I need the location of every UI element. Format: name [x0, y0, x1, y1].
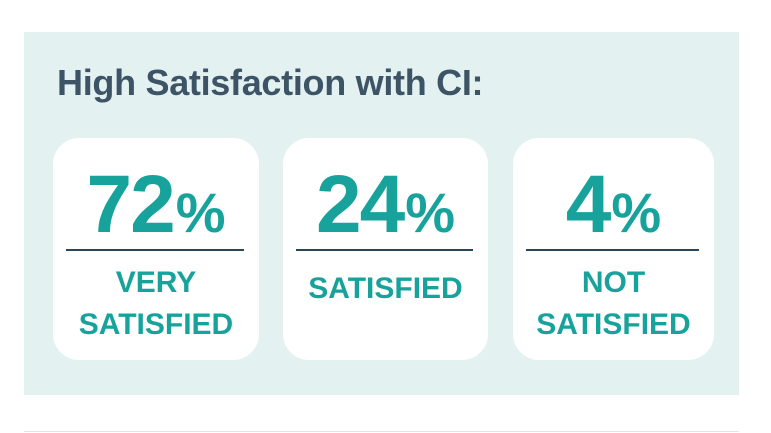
stat-value: 4	[565, 159, 612, 250]
stat-card: 4% NOT SATISFIED	[513, 138, 714, 360]
stat-figure: 24%	[283, 158, 488, 252]
divider	[66, 249, 244, 251]
stats-panel: High Satisfaction with CI: 72% VERY SATI…	[24, 32, 739, 395]
title: High Satisfaction with CI:	[57, 62, 484, 103]
stat-figure: 72%	[53, 158, 259, 252]
stat-label: NOT SATISFIED	[536, 266, 691, 341]
stat-card: 72% VERY SATISFIED	[53, 138, 259, 360]
stat-unit: %	[175, 181, 226, 244]
stat-card: 24% SATISFIED	[283, 138, 488, 360]
stat-unit: %	[405, 181, 455, 244]
separator	[24, 431, 739, 432]
divider	[296, 249, 473, 251]
stat-value: 24	[315, 159, 405, 250]
stat-figure: 4%	[513, 158, 714, 252]
stat-label: SATISFIED	[308, 272, 463, 305]
stat-value: 72	[86, 159, 175, 250]
divider	[526, 249, 699, 251]
stat-unit: %	[611, 181, 662, 244]
stat-label: VERY SATISFIED	[78, 266, 234, 341]
